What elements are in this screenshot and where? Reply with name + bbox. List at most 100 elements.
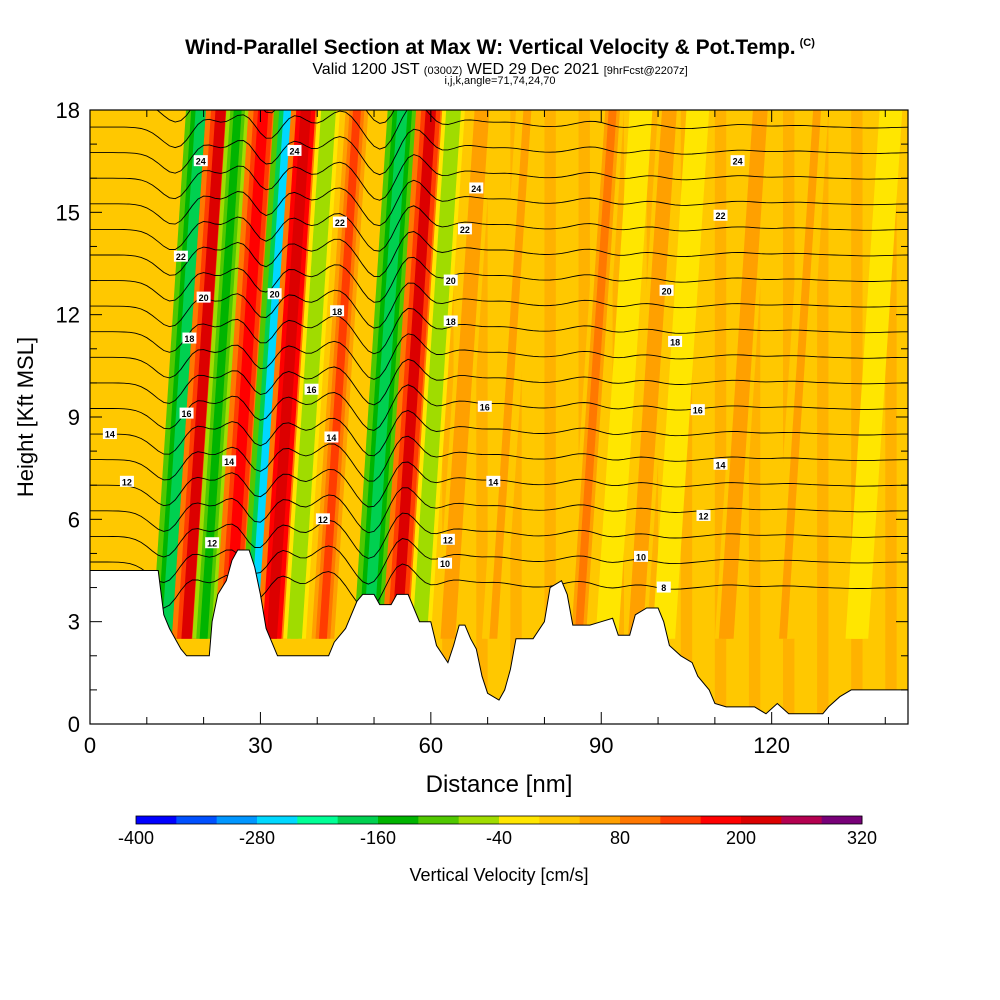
colorbar-label: Vertical Velocity [cm/s] (409, 865, 588, 885)
velocity-band (161, 110, 206, 639)
theta-label-bg (440, 533, 455, 545)
field-streak (476, 110, 488, 724)
velocity-band (224, 110, 269, 639)
y-tick-label: 15 (56, 200, 80, 225)
theta-label: 24 (469, 182, 484, 194)
theta-label-bg (443, 274, 458, 286)
theta-label-bg (102, 428, 117, 440)
theta-label: 14 (324, 431, 339, 443)
isentrope-line (90, 512, 908, 559)
field-streak (851, 110, 863, 724)
theta-label-bg (477, 400, 492, 412)
isentrope-line (90, 435, 908, 482)
theta-label-text: 20 (446, 276, 456, 286)
colorbar-swatch (620, 816, 661, 824)
terrain-mask (89, 549, 909, 725)
colorbar-tick-label: -400 (118, 828, 154, 848)
velocity-band (574, 110, 617, 639)
theta-label: 18 (443, 315, 458, 327)
theta-labels: 24 24 24 24 22 22 22 22 20 20 20 20 18 18 18 18 16 16 16 16… (102, 144, 745, 593)
theta-label-bg (690, 404, 705, 416)
copyright-mark: (C) (799, 37, 815, 49)
theta-label: 12 (119, 475, 134, 487)
theta-label-bg (443, 315, 458, 327)
theta-label-bg (304, 383, 319, 395)
velocity-band (659, 110, 702, 639)
x-tick-label: 0 (84, 733, 96, 758)
colorbar-frame (135, 815, 863, 825)
theta-label-bg (205, 537, 220, 549)
theta-label-text: 22 (460, 225, 470, 235)
theta-label-text: 22 (176, 252, 186, 262)
velocity-band (318, 110, 361, 639)
velocity-band (631, 110, 674, 639)
theta-label-text: 12 (698, 511, 708, 521)
colorbar-swatch (136, 816, 177, 824)
theta-label-text: 18 (332, 307, 342, 317)
section-params: i,j,k,angle=71,74,24,70 (444, 75, 556, 87)
theta-label: 22 (173, 250, 188, 262)
theta-label-text: 14 (326, 433, 336, 443)
field-streak (817, 110, 829, 724)
forecast-info: [9hrFcst@2207z] (603, 65, 688, 77)
theta-label-bg (457, 223, 472, 235)
theta-label: 12 (440, 533, 455, 545)
isentrope-line (90, 154, 908, 201)
theta-label: 14 (713, 458, 728, 470)
theta-label-bg (696, 509, 711, 521)
theta-label-bg (222, 455, 237, 467)
colorbar-swatch (660, 816, 702, 824)
chart-subtitle: Valid 1200 JST (0300Z) WED 29 Dec 2021 [… (0, 61, 1000, 79)
theta-label-text: 12 (443, 535, 453, 545)
colorbar-tick-label: -280 (239, 828, 275, 848)
theta-label-text: 22 (335, 218, 345, 228)
theta-label-bg (330, 305, 345, 317)
theta-label: 20 (443, 274, 458, 286)
chart-title-text: Wind-Parallel Section at Max W: Vertical… (185, 36, 796, 59)
velocity-band (443, 110, 486, 639)
colorbar-swatch (176, 816, 218, 824)
theta-label-bg (173, 250, 188, 262)
theta-label: 12 (696, 509, 711, 521)
theta-label: 16 (304, 383, 319, 395)
theta-label: 20 (196, 291, 211, 303)
isentrope-line (90, 282, 908, 329)
colorbar: -400 -280 -160 -40 80 200 320 (118, 815, 877, 848)
theta-label-bg (656, 581, 671, 593)
theta-label-text: 18 (670, 337, 680, 347)
theta-label: 24 (287, 144, 302, 156)
theta-label-bg (486, 475, 501, 487)
velocity-band (181, 110, 226, 639)
velocity-band (266, 110, 312, 639)
colorbar-tick-label: 200 (726, 828, 756, 848)
theta-label-text: 24 (196, 157, 206, 167)
theta-label: 22 (332, 216, 347, 228)
theta-label-bg (659, 284, 674, 296)
theta-label-bg (332, 216, 347, 228)
x-axis: 0 30 60 90 120 (84, 110, 886, 758)
theta-label-bg (469, 182, 484, 194)
theta-label: 10 (634, 550, 649, 562)
y-tick-label: 3 (68, 610, 80, 635)
theta-label-bg (730, 155, 745, 167)
isentrope-line (90, 487, 908, 534)
colorbar-swatch (297, 816, 339, 824)
theta-label-text: 10 (440, 559, 450, 569)
theta-label-text: 14 (105, 430, 115, 440)
colorbar-swatch (458, 816, 500, 824)
y-axis-label: Height [Kft MSL] (13, 337, 38, 497)
theta-label-bg (324, 431, 339, 443)
chart-title: Wind-Parallel Section at Max W: Vertical… (0, 36, 1000, 60)
velocity-band (199, 110, 242, 639)
field-streak (714, 110, 727, 724)
theta-label-bg (119, 475, 134, 487)
theta-label: 18 (668, 335, 683, 347)
isentrope-line (90, 110, 908, 150)
velocity-band (415, 110, 458, 639)
isentrope-line (90, 205, 908, 252)
isentrope-line (90, 231, 908, 277)
isentrope-line (90, 333, 908, 380)
theta-label-bg (267, 288, 282, 300)
velocity-band (602, 110, 645, 639)
